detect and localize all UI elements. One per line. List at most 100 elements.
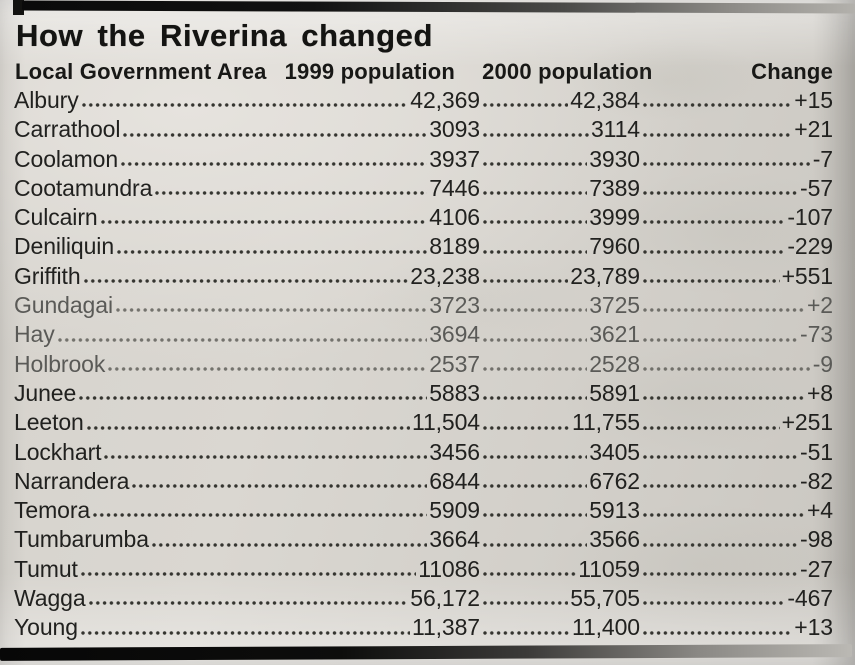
table-row: Gundagai 3723 3725 +2 xyxy=(14,291,833,321)
table-row: Wagga 56,172 55,705 -467 xyxy=(14,584,833,614)
change-value: -51 xyxy=(800,438,833,465)
table-row: Hay 3694 3621 -73 xyxy=(14,320,833,350)
table-row: Tumbarumba 3664 3566 -98 xyxy=(14,525,833,555)
table-row: Coolamon 3937 3930 -7 xyxy=(14,144,833,174)
pop-1999-value: 3664 xyxy=(429,526,480,553)
pop-2000-segment: 5891 xyxy=(480,378,640,409)
pop-1999-value: 2537 xyxy=(429,350,480,377)
change-value: +21 xyxy=(794,116,833,143)
dot-leader xyxy=(643,291,805,321)
lga-name: Coolamon xyxy=(14,145,119,172)
dot-leader xyxy=(643,232,786,262)
change-segment: -82 xyxy=(640,466,833,497)
dot-leader xyxy=(80,613,410,643)
lga-name: Tumbarumba xyxy=(14,526,149,553)
pop-2000-value: 42,384 xyxy=(570,87,640,113)
dot-leader xyxy=(104,437,428,467)
change-value: -467 xyxy=(787,585,833,612)
change-value: -98 xyxy=(800,526,833,553)
pop-1999-value: 8189 xyxy=(429,233,480,260)
pop-1999-value: 5909 xyxy=(429,497,480,524)
table-row: Leeton 11,504 11,755 +251 xyxy=(14,408,833,438)
lga-and-1999-segment: Cootamundra 7446 xyxy=(14,173,480,204)
table-row: Albury 42,369 42,384 +15 xyxy=(14,86,833,116)
dot-leader xyxy=(483,291,588,321)
pop-2000-value: 5891 xyxy=(589,379,640,406)
change-segment: -467 xyxy=(640,584,833,614)
dot-leader xyxy=(643,115,793,145)
pop-1999-value: 7446 xyxy=(429,174,480,201)
pop-2000-segment: 7960 xyxy=(480,232,640,262)
dot-leader xyxy=(643,173,799,204)
pop-2000-value: 3114 xyxy=(590,116,640,143)
dot-leader xyxy=(83,261,409,292)
change-segment: -107 xyxy=(640,203,833,233)
change-segment: +4 xyxy=(640,496,833,526)
change-segment: -57 xyxy=(640,173,833,204)
dot-leader xyxy=(483,144,588,174)
pop-1999-value: 3694 xyxy=(429,321,480,348)
change-value: -82 xyxy=(800,467,833,494)
dot-leader xyxy=(643,584,786,614)
column-header-change: Change xyxy=(751,59,833,84)
change-value: -73 xyxy=(800,321,833,348)
change-segment: -98 xyxy=(640,525,833,555)
lga-and-1999-segment: Temora 5909 xyxy=(14,496,480,526)
dot-leader xyxy=(643,144,811,174)
lga-and-1999-segment: Tumut 11086 xyxy=(14,554,480,585)
pop-1999-value: 3093 xyxy=(429,116,480,143)
dot-leader xyxy=(483,554,577,585)
pop-1999-value: 11086 xyxy=(418,555,480,582)
pop-1999-value: 6844 xyxy=(429,467,480,494)
dot-leader xyxy=(483,466,588,497)
pop-2000-segment: 3621 xyxy=(480,320,640,350)
change-segment: -229 xyxy=(640,232,833,262)
lga-and-1999-segment: Wagga 56,172 xyxy=(14,584,480,614)
dot-leader xyxy=(93,496,428,526)
pop-1999-value: 56,172 xyxy=(410,585,480,612)
change-value: -27 xyxy=(800,555,833,582)
pop-2000-value: 3999 xyxy=(589,204,640,231)
pop-2000-segment: 11,755 xyxy=(480,408,640,438)
pop-2000-value: 3930 xyxy=(589,145,640,172)
dot-leader xyxy=(155,173,428,204)
lga-name: Cootamundra xyxy=(14,174,153,201)
pop-2000-segment: 2528 xyxy=(480,349,640,379)
table-header: Local Government Area 1999 population 20… xyxy=(0,59,855,85)
dot-leader xyxy=(132,466,428,497)
lga-name: Lockhart xyxy=(14,438,102,465)
pop-2000-segment: 3566 xyxy=(480,525,640,555)
change-value: +4 xyxy=(806,497,833,524)
table-row: Carrathool 3093 3114 +21 xyxy=(14,115,833,145)
dot-leader xyxy=(483,525,588,555)
lga-name: Junee xyxy=(14,379,77,406)
dot-leader xyxy=(151,525,428,555)
table-row: Junee 5883 5891 +8 xyxy=(14,378,833,409)
dot-leader xyxy=(483,203,588,233)
dot-leader xyxy=(643,466,799,497)
column-header-2000: 2000 population xyxy=(482,59,653,84)
lga-name: Hay xyxy=(14,321,55,348)
lga-and-1999-segment: Deniliquin 8189 xyxy=(14,232,480,262)
change-segment: -9 xyxy=(640,349,833,379)
column-header-1999: 1999 population xyxy=(284,59,456,84)
dot-leader xyxy=(643,349,811,379)
lga-and-1999-segment: Tumbarumba 3664 xyxy=(14,525,480,555)
dot-leader xyxy=(483,378,588,409)
dot-leader xyxy=(643,203,786,233)
change-value: +551 xyxy=(781,262,834,289)
table-body: Albury 42,369 42,384 +15 Carrathool 3093… xyxy=(0,86,855,643)
change-value: -57 xyxy=(800,174,833,201)
table-row: Tumut 11086 11059 -27 xyxy=(14,554,833,585)
dot-leader xyxy=(483,115,589,145)
change-value: +8 xyxy=(806,379,833,406)
lga-and-1999-segment: Albury 42,369 xyxy=(14,86,480,116)
dot-leader xyxy=(57,320,428,350)
pop-2000-segment: 3999 xyxy=(480,203,640,233)
pop-2000-segment: 5913 xyxy=(480,496,640,526)
pop-2000-segment: 7389 xyxy=(480,173,640,204)
pop-2000-segment: 6762 xyxy=(480,466,640,497)
dot-leader xyxy=(643,554,799,585)
table-row: Deniliquin 8189 7960 -229 xyxy=(14,232,833,262)
dot-leader xyxy=(483,496,588,526)
